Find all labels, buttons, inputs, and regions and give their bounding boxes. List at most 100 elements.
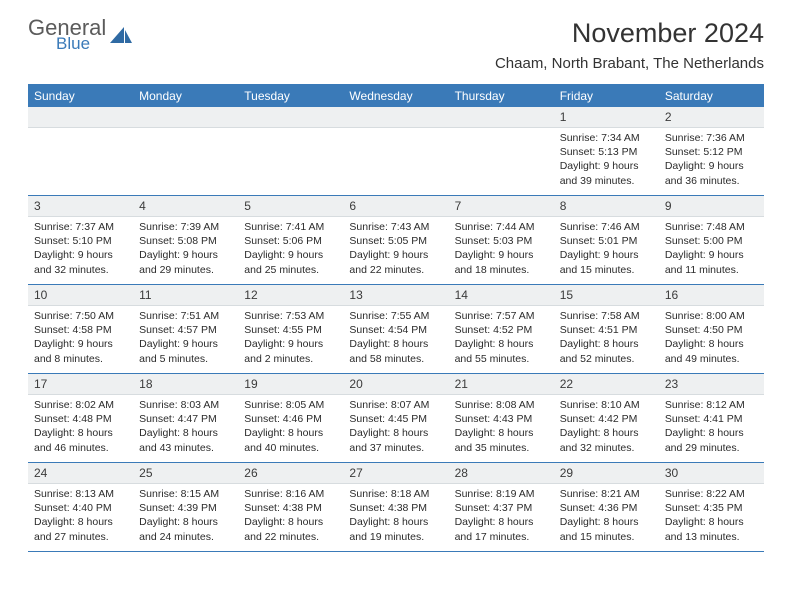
sunset-text: Sunset: 4:38 PM [349, 501, 442, 515]
day-name: Saturday [659, 85, 764, 107]
daylight-text-1: Daylight: 8 hours [455, 515, 548, 529]
sunset-text: Sunset: 4:51 PM [560, 323, 653, 337]
day-number: 17 [28, 374, 133, 395]
header: General Blue November 2024 Chaam, North … [0, 0, 792, 76]
day-body: Sunrise: 8:16 AMSunset: 4:38 PMDaylight:… [238, 484, 343, 549]
daylight-text-2: and 17 minutes. [455, 530, 548, 544]
day-number: 10 [28, 285, 133, 306]
day-body: Sunrise: 8:12 AMSunset: 4:41 PMDaylight:… [659, 395, 764, 460]
sunset-text: Sunset: 4:54 PM [349, 323, 442, 337]
sunset-text: Sunset: 4:46 PM [244, 412, 337, 426]
day-body: Sunrise: 8:19 AMSunset: 4:37 PMDaylight:… [449, 484, 554, 549]
daylight-text-1: Daylight: 8 hours [455, 426, 548, 440]
daylight-text-1: Daylight: 9 hours [139, 337, 232, 351]
sunrise-text: Sunrise: 7:36 AM [665, 131, 758, 145]
daylight-text-2: and 22 minutes. [349, 263, 442, 277]
daylight-text-2: and 58 minutes. [349, 352, 442, 366]
daylight-text-2: and 19 minutes. [349, 530, 442, 544]
day-cell: 28Sunrise: 8:19 AMSunset: 4:37 PMDayligh… [449, 463, 554, 551]
day-cell: 26Sunrise: 8:16 AMSunset: 4:38 PMDayligh… [238, 463, 343, 551]
day-body: Sunrise: 7:46 AMSunset: 5:01 PMDaylight:… [554, 217, 659, 282]
daylight-text-2: and 25 minutes. [244, 263, 337, 277]
day-number: 27 [343, 463, 448, 484]
day-cell: 25Sunrise: 8:15 AMSunset: 4:39 PMDayligh… [133, 463, 238, 551]
daylight-text-1: Daylight: 8 hours [665, 515, 758, 529]
sunrise-text: Sunrise: 7:55 AM [349, 309, 442, 323]
day-number: 23 [659, 374, 764, 395]
day-number: 14 [449, 285, 554, 306]
day-number [449, 107, 554, 128]
day-number: 18 [133, 374, 238, 395]
daylight-text-1: Daylight: 8 hours [665, 426, 758, 440]
day-name: Thursday [449, 85, 554, 107]
sunset-text: Sunset: 4:58 PM [34, 323, 127, 337]
daylight-text-1: Daylight: 9 hours [34, 248, 127, 262]
sunset-text: Sunset: 4:48 PM [34, 412, 127, 426]
day-cell: 4Sunrise: 7:39 AMSunset: 5:08 PMDaylight… [133, 196, 238, 284]
daylight-text-1: Daylight: 8 hours [560, 426, 653, 440]
day-body: Sunrise: 7:41 AMSunset: 5:06 PMDaylight:… [238, 217, 343, 282]
daylight-text-2: and 13 minutes. [665, 530, 758, 544]
weeks-container: 1Sunrise: 7:34 AMSunset: 5:13 PMDaylight… [28, 107, 764, 552]
sunrise-text: Sunrise: 8:00 AM [665, 309, 758, 323]
daylight-text-2: and 49 minutes. [665, 352, 758, 366]
week-row: 3Sunrise: 7:37 AMSunset: 5:10 PMDaylight… [28, 196, 764, 285]
week-row: 24Sunrise: 8:13 AMSunset: 4:40 PMDayligh… [28, 463, 764, 552]
day-number [343, 107, 448, 128]
day-number: 6 [343, 196, 448, 217]
day-body: Sunrise: 8:07 AMSunset: 4:45 PMDaylight:… [343, 395, 448, 460]
day-body: Sunrise: 7:39 AMSunset: 5:08 PMDaylight:… [133, 217, 238, 282]
sunrise-text: Sunrise: 8:21 AM [560, 487, 653, 501]
day-body: Sunrise: 7:51 AMSunset: 4:57 PMDaylight:… [133, 306, 238, 371]
day-body: Sunrise: 8:03 AMSunset: 4:47 PMDaylight:… [133, 395, 238, 460]
sunrise-text: Sunrise: 8:12 AM [665, 398, 758, 412]
sunrise-text: Sunrise: 7:58 AM [560, 309, 653, 323]
day-cell: 9Sunrise: 7:48 AMSunset: 5:00 PMDaylight… [659, 196, 764, 284]
daylight-text-1: Daylight: 9 hours [244, 248, 337, 262]
daylight-text-2: and 8 minutes. [34, 352, 127, 366]
day-cell [238, 107, 343, 195]
logo-text: General Blue [28, 18, 106, 52]
day-number: 30 [659, 463, 764, 484]
daylight-text-1: Daylight: 9 hours [244, 337, 337, 351]
daylight-text-2: and 15 minutes. [560, 263, 653, 277]
sunset-text: Sunset: 4:45 PM [349, 412, 442, 426]
sunset-text: Sunset: 5:05 PM [349, 234, 442, 248]
daylight-text-2: and 11 minutes. [665, 263, 758, 277]
sunrise-text: Sunrise: 8:05 AM [244, 398, 337, 412]
day-cell: 23Sunrise: 8:12 AMSunset: 4:41 PMDayligh… [659, 374, 764, 462]
daylight-text-2: and 22 minutes. [244, 530, 337, 544]
day-body: Sunrise: 8:18 AMSunset: 4:38 PMDaylight:… [343, 484, 448, 549]
day-cell: 30Sunrise: 8:22 AMSunset: 4:35 PMDayligh… [659, 463, 764, 551]
sunset-text: Sunset: 4:38 PM [244, 501, 337, 515]
day-cell: 13Sunrise: 7:55 AMSunset: 4:54 PMDayligh… [343, 285, 448, 373]
sunrise-text: Sunrise: 8:16 AM [244, 487, 337, 501]
daylight-text-1: Daylight: 8 hours [244, 515, 337, 529]
day-number: 4 [133, 196, 238, 217]
sunrise-text: Sunrise: 7:53 AM [244, 309, 337, 323]
day-body: Sunrise: 8:13 AMSunset: 4:40 PMDaylight:… [28, 484, 133, 549]
day-body: Sunrise: 7:57 AMSunset: 4:52 PMDaylight:… [449, 306, 554, 371]
day-names-row: SundayMondayTuesdayWednesdayThursdayFrid… [28, 85, 764, 107]
day-number: 21 [449, 374, 554, 395]
day-cell [28, 107, 133, 195]
day-cell [343, 107, 448, 195]
title-block: November 2024 Chaam, North Brabant, The … [495, 18, 764, 72]
sunrise-text: Sunrise: 7:39 AM [139, 220, 232, 234]
day-cell: 14Sunrise: 7:57 AMSunset: 4:52 PMDayligh… [449, 285, 554, 373]
day-body: Sunrise: 8:15 AMSunset: 4:39 PMDaylight:… [133, 484, 238, 549]
week-row: 10Sunrise: 7:50 AMSunset: 4:58 PMDayligh… [28, 285, 764, 374]
day-number: 11 [133, 285, 238, 306]
sunrise-text: Sunrise: 7:37 AM [34, 220, 127, 234]
sunrise-text: Sunrise: 8:13 AM [34, 487, 127, 501]
sunset-text: Sunset: 4:55 PM [244, 323, 337, 337]
day-number: 22 [554, 374, 659, 395]
day-number: 16 [659, 285, 764, 306]
sunset-text: Sunset: 5:12 PM [665, 145, 758, 159]
day-number: 1 [554, 107, 659, 128]
daylight-text-2: and 32 minutes. [34, 263, 127, 277]
sunrise-text: Sunrise: 8:10 AM [560, 398, 653, 412]
day-body: Sunrise: 7:48 AMSunset: 5:00 PMDaylight:… [659, 217, 764, 282]
daylight-text-1: Daylight: 9 hours [455, 248, 548, 262]
day-number: 20 [343, 374, 448, 395]
